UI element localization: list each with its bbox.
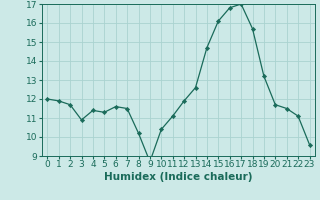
X-axis label: Humidex (Indice chaleur): Humidex (Indice chaleur) xyxy=(104,172,253,182)
